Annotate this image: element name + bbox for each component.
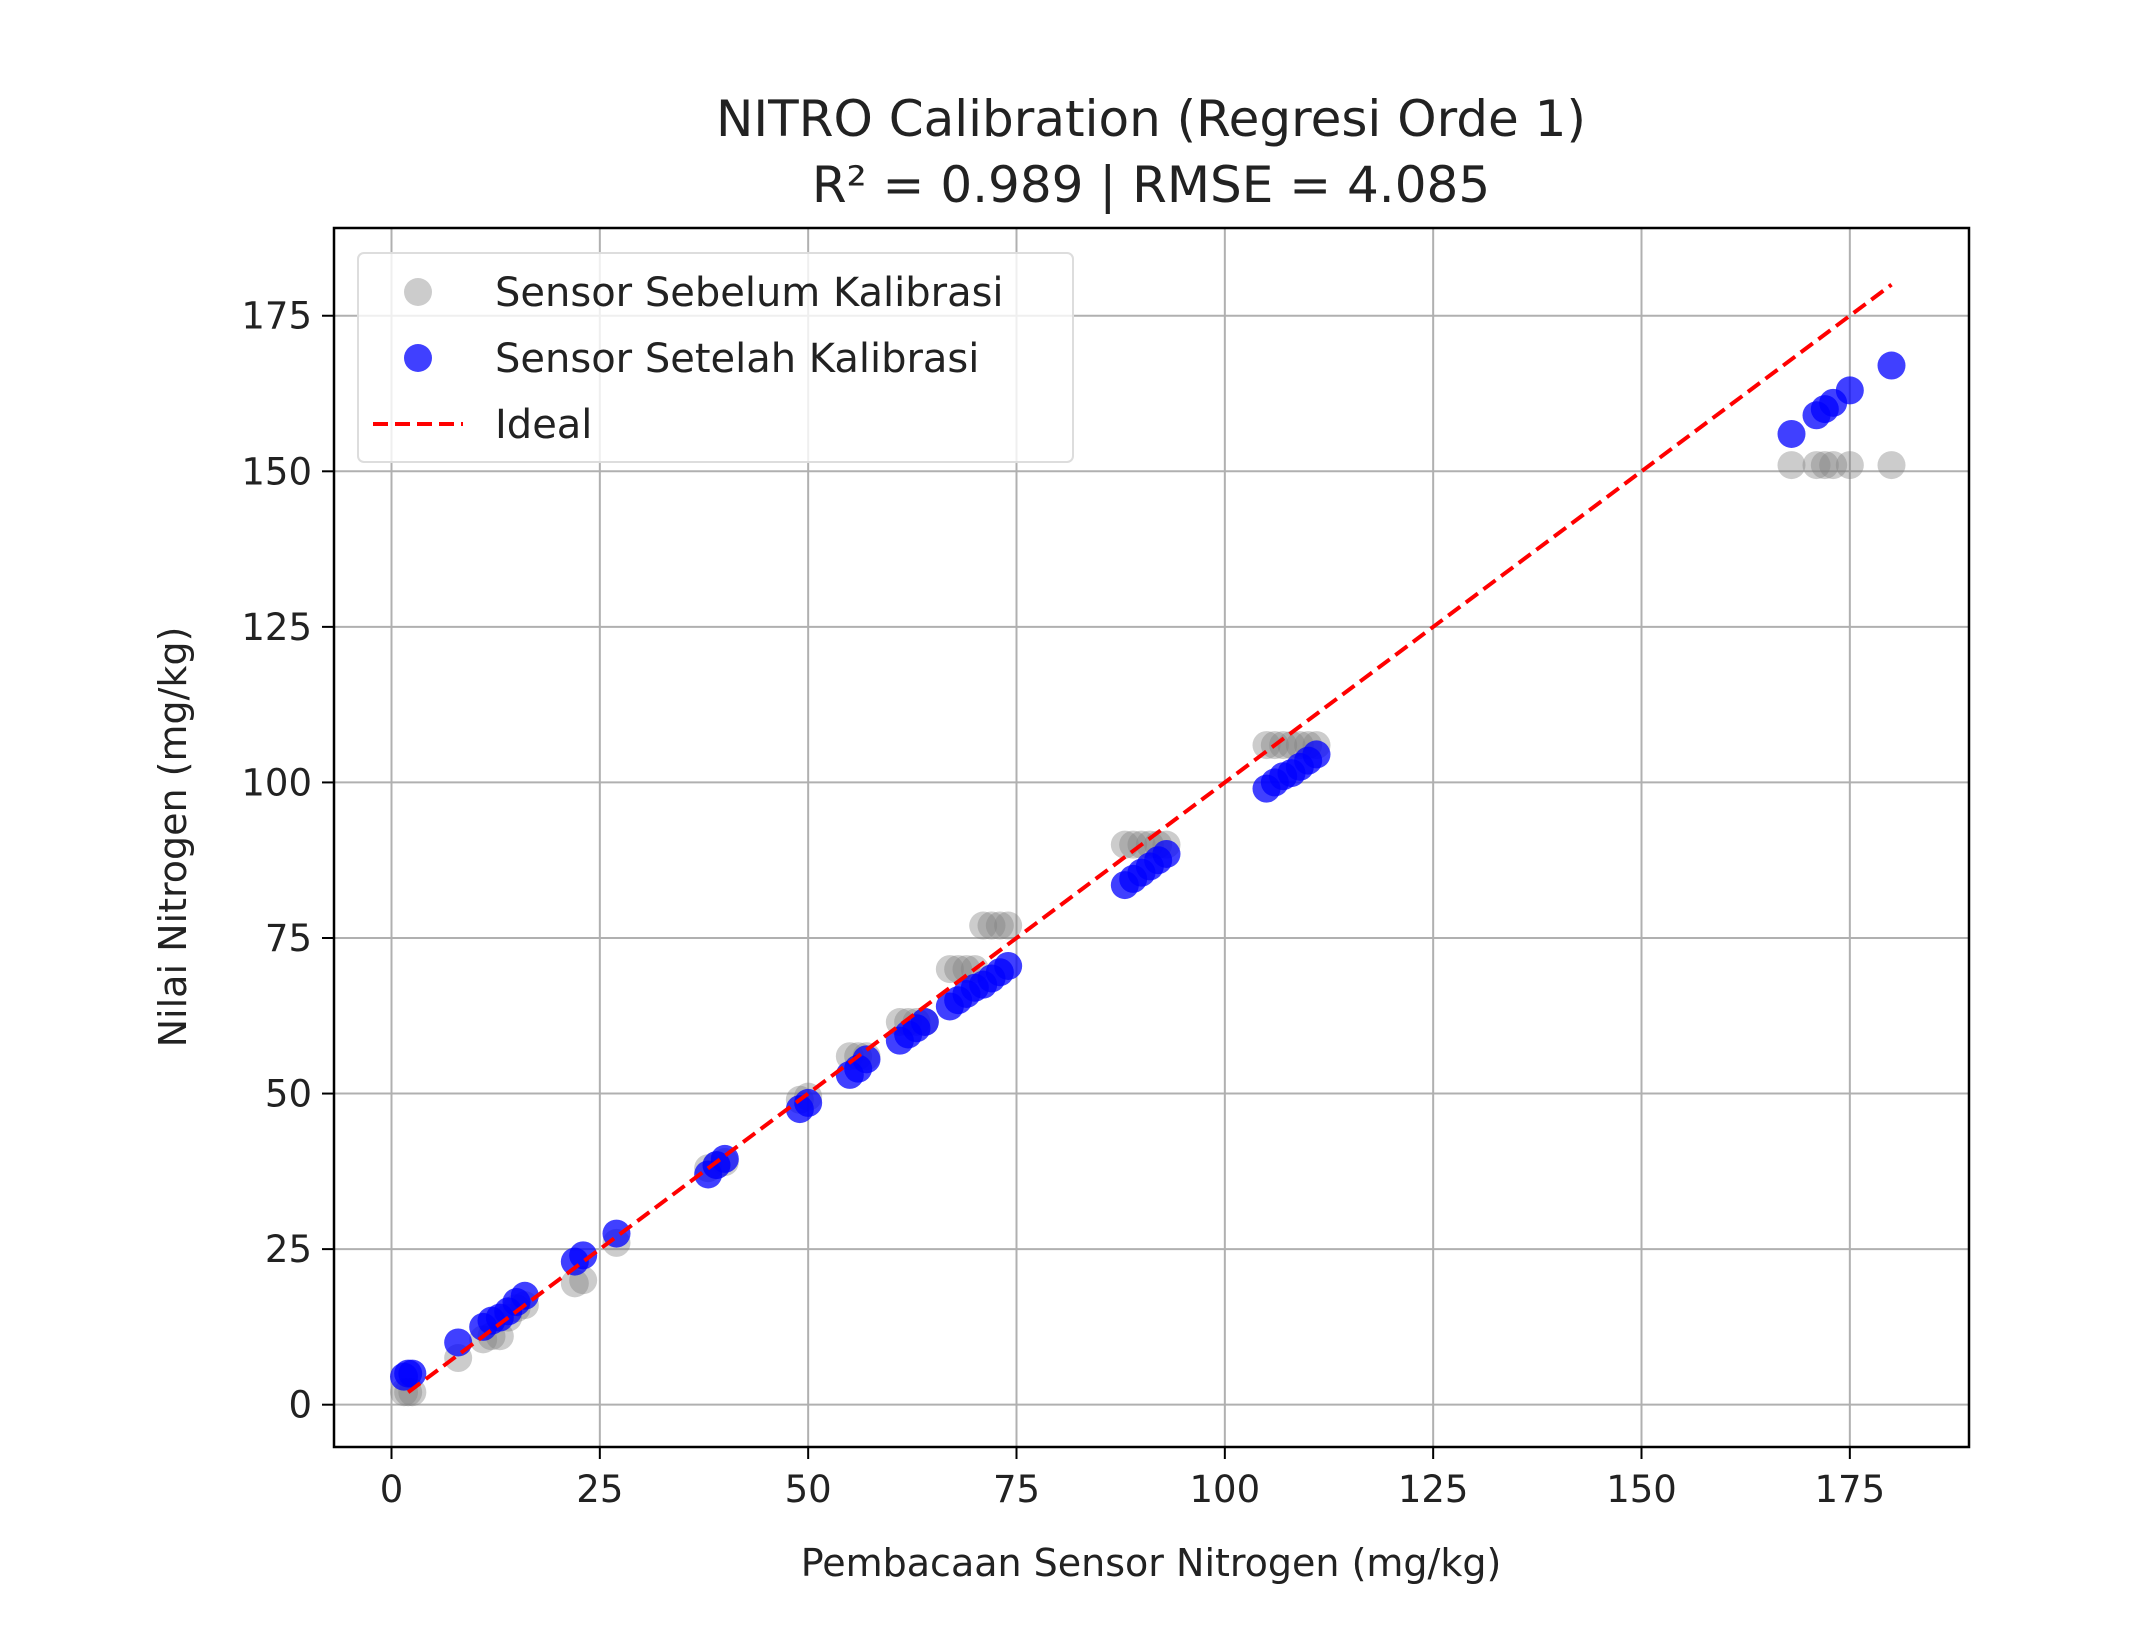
y-tick-label: 0 (288, 1384, 312, 1427)
legend-marker-before (404, 278, 432, 306)
legend-label-before: Sensor Sebelum Kalibrasi (495, 270, 1004, 316)
ideal-line (406, 283, 1893, 1394)
ticks: 0 25 50 75 100 125 150 175 0 25 50 75 100 125 150 175 (241, 295, 1885, 1511)
point-before-calibration (1819, 451, 1848, 480)
legend-label-ideal: Ideal (495, 402, 592, 448)
point-after-calibration (444, 1328, 473, 1357)
point-after-calibration (910, 1007, 939, 1036)
y-tick-label: 175 (241, 295, 312, 338)
chart-title: NITRO Calibration (Regresi Orde 1) (716, 90, 1586, 148)
x-tick-label: 50 (785, 1468, 832, 1511)
point-before-calibration (1119, 830, 1148, 859)
legend: Sensor Sebelum Kalibrasi Sensor Setelah … (357, 252, 1074, 463)
y-tick-label: 150 (241, 450, 312, 493)
point-after-calibration (994, 951, 1023, 980)
y-tick-label: 125 (241, 606, 312, 649)
point-after-calibration (1152, 839, 1181, 868)
point-before-calibration (935, 955, 964, 984)
point-after-calibration (1777, 419, 1806, 448)
point-after-calibration (569, 1241, 598, 1270)
chart-subtitle: R² = 0.989 | RMSE = 4.085 (812, 156, 1490, 214)
y-tick-label: 50 (265, 1073, 312, 1116)
legend-label-after: Sensor Setelah Kalibrasi (495, 336, 979, 382)
point-after-calibration (794, 1088, 823, 1117)
point-after-calibration (852, 1045, 881, 1074)
point-before-calibration (1252, 731, 1281, 760)
x-tick-label: 150 (1606, 1468, 1677, 1511)
y-tick-label: 75 (265, 917, 312, 960)
point-before-calibration (1269, 731, 1298, 760)
point-before-calibration (969, 911, 998, 940)
point-before-calibration (1777, 451, 1806, 480)
point-before-calibration (1810, 451, 1839, 480)
x-tick-label: 0 (380, 1468, 404, 1511)
point-after-calibration (1835, 376, 1864, 405)
point-before-calibration (1835, 451, 1864, 480)
x-tick-label: 75 (993, 1468, 1040, 1511)
y-tick-label: 100 (241, 761, 312, 804)
point-after-calibration (1877, 351, 1906, 380)
point-before-calibration (1877, 451, 1906, 480)
point-before-calibration (977, 911, 1006, 940)
point-after-calibration (1302, 740, 1331, 769)
x-tick-label: 25 (576, 1468, 623, 1511)
point-before-calibration (994, 911, 1023, 940)
point-before-calibration (560, 1269, 589, 1298)
y-axis-label: Nilai Nitrogen (mg/kg) (151, 627, 195, 1048)
marks (390, 283, 1906, 1407)
plot-frame (332, 226, 1971, 1449)
point-after-calibration (398, 1359, 427, 1388)
legend-marker-after (404, 344, 432, 372)
grid (334, 228, 1969, 1447)
x-tick-label: 175 (1815, 1468, 1886, 1511)
x-tick-label: 100 (1190, 1468, 1261, 1511)
point-before-calibration (1802, 451, 1831, 480)
point-before-calibration (985, 911, 1014, 940)
y-tick-label: 25 (265, 1228, 312, 1271)
point-after-calibration (510, 1281, 539, 1310)
x-axis-label: Pembacaan Sensor Nitrogen (mg/kg) (801, 1541, 1502, 1585)
x-tick-label: 125 (1398, 1468, 1469, 1511)
legend-box (357, 252, 1074, 463)
